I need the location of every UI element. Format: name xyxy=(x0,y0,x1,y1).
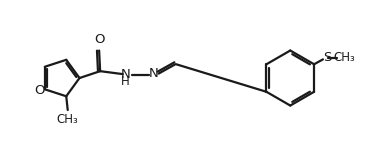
Text: S: S xyxy=(323,51,331,64)
Text: N: N xyxy=(149,67,159,80)
Text: O: O xyxy=(34,84,45,97)
Text: CH₃: CH₃ xyxy=(333,51,355,64)
Text: H: H xyxy=(121,76,130,88)
Text: CH₃: CH₃ xyxy=(57,113,79,126)
Text: O: O xyxy=(94,33,104,46)
Text: N: N xyxy=(121,68,131,81)
